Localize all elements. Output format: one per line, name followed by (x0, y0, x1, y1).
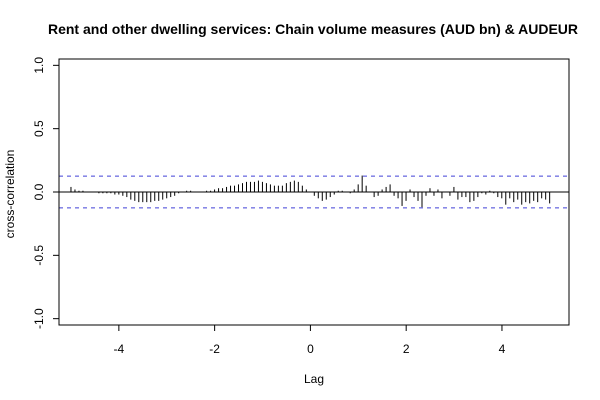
y-tick-label: 0.0 (32, 183, 46, 200)
x-axis-label: Lag (304, 372, 324, 386)
chart-title: Rent and other dwelling services: Chain … (48, 21, 578, 37)
x-tick-label: 4 (499, 342, 506, 356)
x-tick-label: 2 (403, 342, 410, 356)
y-axis-label: cross-correlation (3, 150, 17, 239)
y-tick-label: 0.5 (32, 120, 46, 137)
x-tick-label: -4 (114, 342, 125, 356)
x-tick-label: -2 (209, 342, 220, 356)
x-tick-label: 0 (307, 342, 314, 356)
y-tick-label: 1.0 (32, 57, 46, 74)
correlation-bars (70, 175, 551, 208)
x-axis: -4 -2 0 2 4 (114, 324, 506, 356)
y-tick-label: -1.0 (32, 308, 46, 329)
y-axis: -1.0 -0.5 0.0 0.5 1.0 (32, 57, 60, 329)
y-tick-label: -0.5 (32, 245, 46, 266)
